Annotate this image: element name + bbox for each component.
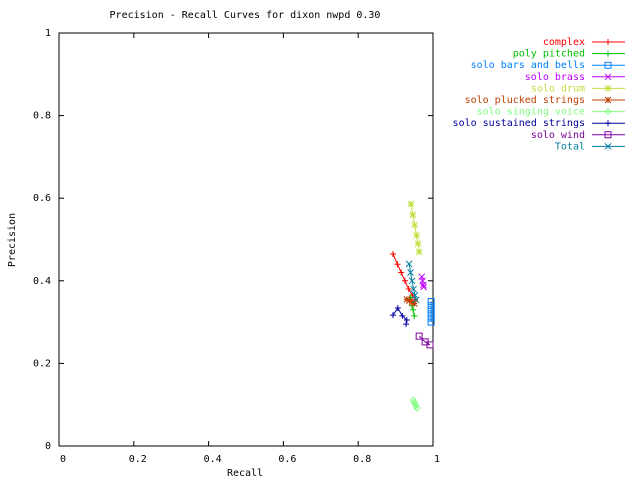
point-marker	[412, 296, 420, 304]
point-marker	[414, 240, 422, 247]
point-marker	[406, 297, 413, 304]
point-marker	[413, 404, 421, 412]
point-marker	[403, 296, 411, 303]
y-tick-label: 0.8	[33, 111, 51, 122]
point-marker	[403, 317, 410, 324]
x-tick-label: 0	[60, 454, 66, 465]
point-marker	[398, 269, 405, 276]
point-marker	[410, 398, 419, 407]
y-tick-label: 0.6	[33, 193, 51, 204]
legend-label: solo singing voice	[477, 107, 585, 118]
point-marker	[405, 286, 412, 293]
legend-marker	[604, 131, 612, 139]
point-marker	[420, 283, 428, 291]
point-marker	[409, 211, 417, 219]
legend-marker	[605, 50, 611, 57]
point-marker	[411, 312, 418, 319]
y-tick-label: 0.2	[33, 358, 51, 369]
point-marker	[415, 248, 423, 256]
point-marker	[394, 261, 401, 268]
point-marker	[426, 341, 434, 349]
point-marker	[409, 396, 417, 404]
x-tick-label: 0.2	[129, 454, 147, 465]
legend-label: solo plucked strings	[465, 95, 585, 106]
x-tick-label: 0.8	[353, 454, 371, 465]
legend-label: solo drum	[531, 83, 585, 94]
point-marker	[389, 312, 396, 319]
legend-marker	[604, 85, 612, 92]
point-marker	[419, 281, 427, 289]
legend-marker	[604, 143, 612, 150]
point-marker	[408, 298, 416, 306]
point-marker	[410, 306, 417, 313]
legend-label: solo sustained strings	[453, 118, 585, 129]
point-marker	[407, 269, 414, 276]
legend-label: solo bars and bells	[471, 60, 585, 71]
point-marker	[401, 277, 408, 284]
point-marker	[389, 250, 396, 257]
point-marker	[405, 260, 413, 268]
y-tick-label: 0.4	[33, 276, 51, 287]
series-line	[421, 276, 425, 288]
x-tick-label: 0.4	[204, 454, 222, 465]
legend-marker	[604, 61, 612, 69]
legend-label: solo wind	[531, 130, 585, 141]
point-marker	[408, 277, 416, 285]
point-marker	[410, 300, 418, 307]
x-axis-label: Recall	[227, 468, 263, 479]
point-marker	[403, 321, 410, 328]
y-axis-label: Precision	[7, 213, 18, 267]
legend-marker	[605, 120, 611, 127]
point-marker	[399, 312, 406, 319]
legend-marker	[604, 73, 612, 81]
legend-marker	[604, 107, 612, 116]
legend-label: poly pitched	[513, 49, 585, 60]
series-line	[412, 399, 418, 409]
y-tick-label: 0	[45, 441, 51, 452]
point-marker	[411, 221, 419, 229]
point-marker	[412, 401, 420, 410]
chart-title: Precision - Recall Curves for dixon nwpd…	[110, 10, 381, 21]
point-marker	[407, 200, 415, 208]
legend-marker	[605, 39, 611, 45]
y-tick-label: 1	[45, 28, 51, 39]
point-marker	[427, 318, 435, 326]
point-marker	[413, 232, 420, 239]
legend-marker	[604, 96, 612, 104]
x-tick-label: 0.6	[278, 454, 296, 465]
point-marker	[394, 305, 401, 312]
legend-label: Total	[555, 141, 585, 152]
point-marker	[410, 285, 417, 293]
x-tick-label: 1	[434, 454, 440, 465]
plot-frame	[58, 32, 434, 447]
legend-label: complex	[543, 37, 585, 48]
point-marker	[421, 338, 429, 346]
legend-label: solo brass	[525, 72, 585, 83]
